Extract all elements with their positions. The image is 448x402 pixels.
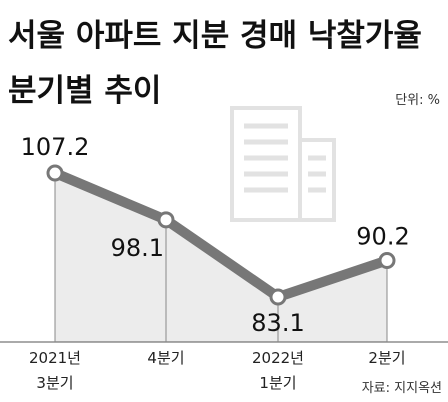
source-label: 자료: 지지옥션: [362, 381, 442, 396]
data-label: 98.1: [111, 234, 164, 262]
data-label: 83.1: [251, 309, 304, 337]
point: [46, 164, 64, 182]
point: [269, 288, 287, 306]
area-fill: [55, 173, 387, 342]
line: [53, 168, 389, 302]
x-tick-label: 4분기: [147, 349, 185, 367]
point: [157, 211, 175, 229]
data-label: 90.2: [356, 222, 409, 250]
x-tick-label: 2022년 1분기: [252, 349, 304, 392]
x-tick-label: 2021년 3분기: [29, 349, 81, 392]
chart-subtitle: 분기별 추이: [8, 73, 161, 109]
x-tick-label: 2분기: [368, 349, 406, 367]
chart-title: 서울 아파트 지분 경매 낙찰가율: [8, 18, 422, 54]
unit-label: 단위: %: [395, 93, 440, 108]
point: [378, 251, 396, 269]
data-label: 107.2: [21, 133, 90, 161]
building-icon: [230, 106, 336, 222]
